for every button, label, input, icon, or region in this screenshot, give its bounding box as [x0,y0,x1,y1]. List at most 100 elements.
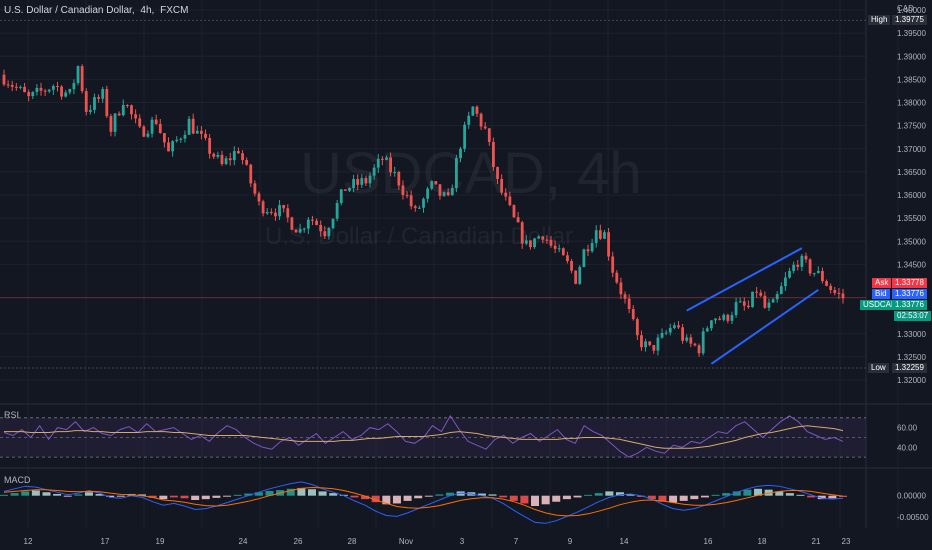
macd-histogram-bar [371,495,380,503]
price-tick-label: 1.39000 [897,52,926,61]
candle [80,66,84,92]
candle [422,198,425,208]
ask-value: 1.33778 [892,278,927,288]
candle [516,217,520,223]
candle [463,124,467,149]
candle [60,86,63,97]
candle [171,141,175,152]
candle [179,138,183,140]
time-tick-label: 19 [156,537,165,546]
macd-histogram-bar [403,495,412,501]
macd-label[interactable]: MACD [4,475,31,485]
candle [611,256,615,273]
macd-histogram-bar [626,494,635,496]
high-label: High [868,15,891,26]
candle [442,192,446,196]
candle [751,291,754,308]
candle [97,97,100,99]
candle [677,325,680,328]
candle [631,308,635,320]
candle [804,255,808,260]
candle [204,133,207,139]
candle [553,245,557,249]
candle [792,264,796,271]
candle [446,192,450,196]
time-tick-label: 24 [239,537,248,546]
candle [652,345,656,351]
macd-histogram-bar [265,490,274,496]
candle [829,285,833,291]
candle [734,302,738,316]
macd-histogram-bar [785,493,794,496]
candle [747,305,750,308]
candle [483,126,487,129]
candle [648,341,652,346]
candle [14,86,18,88]
candle [269,211,273,213]
candle [191,118,195,134]
header-separator: , [151,5,155,16]
overlays [0,19,866,369]
macd-tick-label: -0.00500 [897,513,929,522]
candle [376,158,380,168]
time-tick-label: 12 [24,537,33,546]
candle [290,217,294,230]
candle [405,195,409,197]
candle [23,86,26,93]
candle [640,335,643,348]
time-tick-label: 23 [842,537,851,546]
candle [150,119,154,134]
candle [541,236,545,240]
candle [84,91,88,112]
candle [274,212,277,217]
ask-label: Ask [872,278,892,288]
candle [685,337,689,341]
candle [520,222,524,244]
candle [755,291,759,293]
macd-histogram-bar [531,495,540,507]
macd-histogram-bar [148,495,157,498]
candle [278,205,281,217]
candle [348,187,351,191]
candle [775,294,779,300]
time-tick-label: 18 [758,537,767,546]
candle [19,86,22,88]
candle [459,148,462,159]
candle [121,105,125,116]
macd-histogram-bar [201,495,210,500]
macd-histogram-bar [828,495,837,499]
candle [598,230,602,239]
macd-histogram-bar [446,492,455,496]
macd-histogram-bar [318,491,327,496]
candle [709,320,713,329]
macd-histogram-bar [775,491,784,496]
macd-histogram-bar [63,495,72,497]
time-tick-label: 21 [812,537,821,546]
candle [561,248,565,256]
rsi-label[interactable]: RSI [4,410,20,420]
candle [401,185,405,196]
macd-histogram-bar [95,493,104,496]
candle [841,293,845,299]
rsi-tick-label: 60.00 [897,424,918,433]
candle [208,138,212,154]
candle [51,85,55,90]
macd-histogram-bar [679,495,688,501]
pair-name[interactable]: U.S. Dollar / Canadian Dollar [4,5,132,16]
macd-histogram-bar [743,489,752,496]
macd-histogram-bar [233,494,242,496]
candle [195,130,199,134]
candle [335,203,339,219]
bid-value: 1.33776 [892,289,927,299]
macd-histogram-bar [361,495,370,500]
macd-histogram-bar [669,495,678,503]
macd-histogram-bar [414,495,423,499]
candle [167,142,170,152]
signal-line [3,486,844,517]
time-tick-label: Nov [399,537,413,546]
macd-histogram-bar [0,494,8,496]
macd-histogram-bar [807,495,816,498]
interval-label[interactable]: 4h [140,5,152,16]
candle [833,290,837,293]
